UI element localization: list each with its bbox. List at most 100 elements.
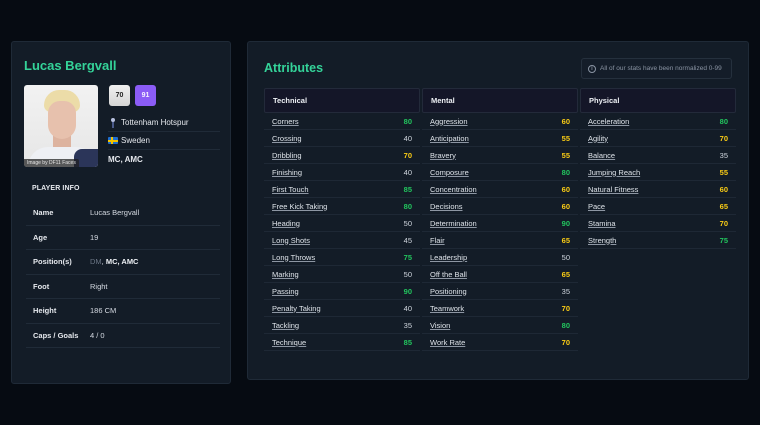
attribute-row: Leadership 50 — [422, 249, 578, 266]
nation-name[interactable]: Sweden — [121, 136, 150, 145]
attribute-value: 75 — [403, 252, 412, 262]
attribute-group-mental: Mental Aggression 60 Anticipation 55 Bravery 5… — [422, 88, 578, 351]
attribute-name-link[interactable]: Aggression — [430, 116, 468, 126]
attribute-row: Determination 90 — [422, 215, 578, 232]
attribute-name-link[interactable]: Anticipation — [430, 133, 469, 143]
nation-row[interactable]: Sweden — [108, 132, 220, 150]
info-value: 19 — [90, 232, 99, 242]
player-name-heading: Lucas Bergvall — [24, 58, 117, 73]
attribute-name-link[interactable]: Corners — [272, 116, 299, 126]
attribute-name-link[interactable]: Strength — [588, 235, 617, 245]
attribute-name-link[interactable]: Decisions — [430, 201, 463, 211]
attribute-value: 90 — [561, 218, 570, 228]
attribute-group-header: Technical — [264, 88, 420, 113]
info-value: 4 / 0 — [90, 330, 105, 340]
attribute-name-link[interactable]: Balance — [588, 150, 616, 160]
attribute-row: Anticipation 55 — [422, 130, 578, 147]
attribute-row: Finishing 40 — [264, 164, 420, 181]
attribute-value: 85 — [403, 184, 412, 194]
attribute-name-link[interactable]: Passing — [272, 286, 299, 296]
attribute-row: Pace 65 — [580, 198, 736, 215]
club-row[interactable]: Tottenham Hotspur — [108, 114, 220, 132]
info-value: Right — [90, 281, 108, 291]
info-row-name: Name Lucas Bergvall — [26, 201, 220, 226]
attribute-name-link[interactable]: Vision — [430, 320, 451, 330]
attribute-name-link[interactable]: Work Rate — [430, 337, 466, 347]
attribute-name-link[interactable]: First Touch — [272, 184, 309, 194]
attribute-row: Work Rate 70 — [422, 334, 578, 351]
club-name[interactable]: Tottenham Hotspur — [121, 118, 189, 127]
attribute-value: 80 — [719, 116, 728, 126]
attribute-name-link[interactable]: Long Shots — [272, 235, 310, 245]
attribute-row: Heading 50 — [264, 215, 420, 232]
player-photo: Image by DF11 Faces — [24, 85, 98, 167]
attribute-value: 50 — [403, 218, 412, 228]
attribute-row: Aggression 60 — [422, 113, 578, 130]
attribute-name-link[interactable]: Composure — [430, 167, 469, 177]
attribute-name-link[interactable]: Penalty Taking — [272, 303, 321, 313]
info-label: Name — [33, 208, 54, 218]
attribute-row: Stamina 70 — [580, 215, 736, 232]
player-info-table: Name Lucas Bergvall Age 19 Position(s) D… — [26, 201, 220, 348]
attribute-value: 55 — [719, 167, 728, 177]
info-label: Position(s) — [33, 257, 72, 267]
attribute-row: Corners 80 — [264, 113, 420, 130]
attribute-name-link[interactable]: Long Throws — [272, 252, 316, 262]
attribute-row: Natural Fitness 60 — [580, 181, 736, 198]
info-label: Age — [33, 232, 48, 242]
attribute-row: Flair 65 — [422, 232, 578, 249]
sweden-flag-icon — [108, 137, 118, 144]
attribute-name-link[interactable]: Marking — [272, 269, 299, 279]
attribute-name-link[interactable]: Free Kick Taking — [272, 201, 328, 211]
attribute-value: 35 — [403, 320, 412, 330]
attribute-name-link[interactable]: Pace — [588, 201, 606, 211]
attribute-value: 60 — [561, 201, 570, 211]
attribute-value: 70 — [403, 150, 412, 160]
attribute-name-link[interactable]: Finishing — [272, 167, 303, 177]
attribute-value: 40 — [403, 167, 412, 177]
attribute-name-link[interactable]: Heading — [272, 218, 300, 228]
attribute-name-link[interactable]: Tackling — [272, 320, 300, 330]
attribute-group-header: Mental — [422, 88, 578, 113]
attribute-name-link[interactable]: Leadership — [430, 252, 468, 262]
attribute-name-link[interactable]: Determination — [430, 218, 477, 228]
attribute-value: 70 — [561, 303, 570, 313]
attribute-name-link[interactable]: Teamwork — [430, 303, 465, 313]
positions-row: MC, AMC — [108, 150, 220, 168]
attribute-value: 80 — [561, 320, 570, 330]
attribute-value: 65 — [719, 201, 728, 211]
attribute-name-link[interactable]: Acceleration — [588, 116, 630, 126]
attribute-row: Crossing 40 — [264, 130, 420, 147]
player-info-heading: PLAYER INFO — [32, 185, 80, 192]
attribute-row: Acceleration 80 — [580, 113, 736, 130]
attribute-group-physical: Physical Acceleration 80 Agility 70 Balance 35… — [580, 88, 736, 351]
attribute-row: Jumping Reach 55 — [580, 164, 736, 181]
attribute-name-link[interactable]: Crossing — [272, 133, 302, 143]
info-value: Lucas Bergvall — [90, 208, 140, 218]
attribute-name-link[interactable]: Positioning — [430, 286, 467, 296]
primary-positions: MC, AMC — [105, 257, 139, 267]
attributes-heading: Attributes — [264, 61, 324, 75]
attribute-name-link[interactable]: Technique — [272, 337, 307, 347]
ability-ratings: 70 91 — [109, 85, 156, 106]
attribute-value: 75 — [719, 235, 728, 245]
attribute-row: First Touch 85 — [264, 181, 420, 198]
attribute-name-link[interactable]: Flair — [430, 235, 445, 245]
normalization-note: i All of our stats have been normalized … — [581, 58, 732, 79]
attribute-name-link[interactable]: Natural Fitness — [588, 184, 639, 194]
attribute-value: 55 — [561, 150, 570, 160]
attribute-value: 60 — [719, 184, 728, 194]
attribute-value: 50 — [561, 252, 570, 262]
attribute-name-link[interactable]: Off the Ball — [430, 269, 467, 279]
attribute-value: 40 — [403, 133, 412, 143]
attribute-name-link[interactable]: Agility — [588, 133, 609, 143]
attribute-row: Long Shots 45 — [264, 232, 420, 249]
attribute-value: 65 — [561, 235, 570, 245]
attribute-name-link[interactable]: Stamina — [588, 218, 616, 228]
attribute-value: 60 — [561, 184, 570, 194]
attribute-name-link[interactable]: Bravery — [430, 150, 456, 160]
attribute-name-link[interactable]: Dribbling — [272, 150, 302, 160]
attribute-name-link[interactable]: Jumping Reach — [588, 167, 641, 177]
attribute-name-link[interactable]: Concentration — [430, 184, 477, 194]
attribute-row: Concentration 60 — [422, 181, 578, 198]
